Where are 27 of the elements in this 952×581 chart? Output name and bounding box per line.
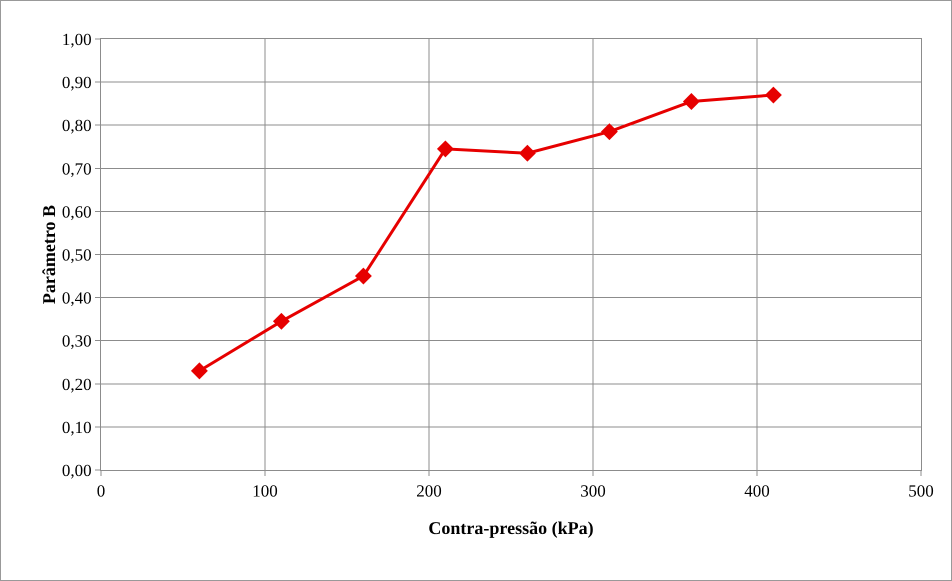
- x-axis-title: Contra-pressão (kPa): [428, 518, 594, 538]
- x-tick-label: 200: [416, 481, 442, 500]
- y-tick-label: 0,00: [62, 460, 92, 480]
- x-tick-label: 100: [252, 481, 278, 500]
- y-tick-label: 0,30: [62, 332, 92, 351]
- point: [190, 362, 208, 380]
- point: [518, 144, 536, 162]
- point: [436, 140, 454, 158]
- y-tick-label: 0,60: [62, 202, 92, 222]
- y-tick-label: 0,10: [62, 418, 92, 437]
- y-axis-title: Parâmetro B: [39, 204, 59, 304]
- y-tick-label: 0,20: [62, 374, 92, 394]
- point: [354, 268, 372, 284]
- point: [764, 86, 782, 104]
- point: [272, 312, 290, 330]
- y-tick-label: 1,00: [62, 30, 92, 49]
- point: [682, 93, 700, 110]
- x-tick-label: 500: [908, 481, 934, 500]
- x-tick-label: 300: [580, 481, 606, 500]
- y-tick-label: 0,70: [62, 159, 92, 178]
- y-tick-label: 0,50: [62, 245, 92, 264]
- x-tick-label: 400: [744, 481, 770, 500]
- x-tick-label: 0: [96, 481, 106, 500]
- y-tick-label: 0,80: [62, 116, 92, 136]
- point: [600, 123, 618, 140]
- y-tick-label: 0,40: [62, 288, 92, 308]
- y-tick-label: 0,90: [62, 73, 92, 92]
